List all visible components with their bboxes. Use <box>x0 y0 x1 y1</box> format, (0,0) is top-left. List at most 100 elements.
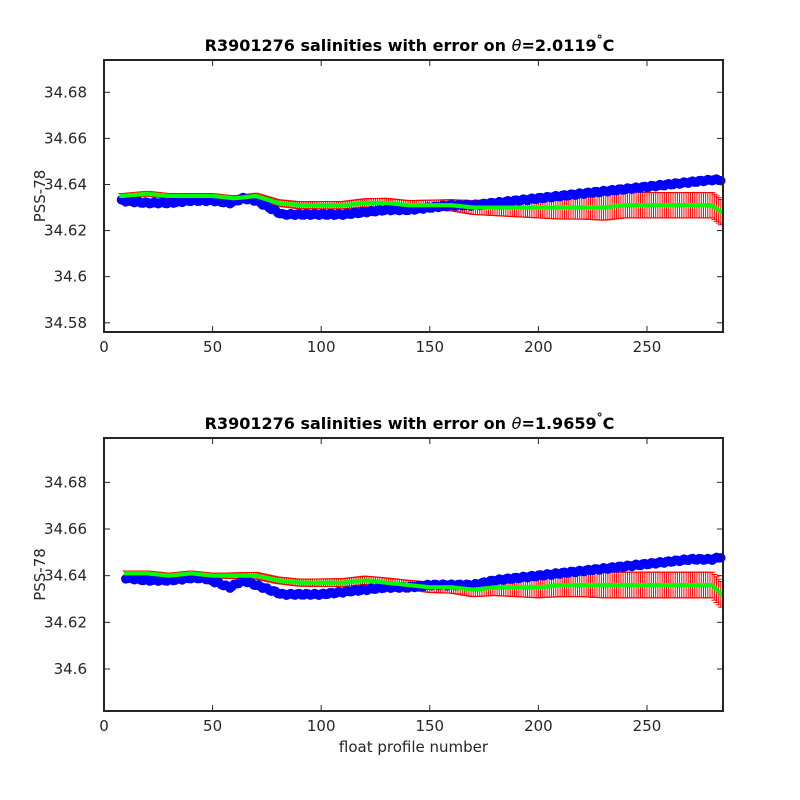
mapped-salinity-point <box>553 583 558 588</box>
mapped-salinity-point <box>395 581 400 586</box>
mapped-salinity-point <box>634 203 639 208</box>
title-unit: C <box>603 414 615 433</box>
mapped-salinity-point <box>503 205 508 210</box>
mapped-salinity-point <box>360 578 365 583</box>
mapped-salinity-point <box>440 203 445 208</box>
mapped-salinity-point <box>366 578 371 583</box>
mapped-salinity-point <box>386 201 391 206</box>
mapped-salinity-point <box>699 203 704 208</box>
mapped-salinity-point <box>677 203 682 208</box>
mapped-salinity-point <box>475 587 480 592</box>
title-text: R3901276 salinities with error on <box>205 414 512 433</box>
mapped-salinity-point <box>184 194 189 198</box>
mapped-salinity-point <box>330 580 335 585</box>
mapped-salinity-point <box>623 203 628 208</box>
mapped-salinity-point <box>269 198 274 203</box>
mapped-salinity-point <box>621 583 626 587</box>
mapped-salinity-point <box>249 573 254 578</box>
mapped-salinity-point <box>451 203 456 208</box>
title-theta-symbol: θ <box>512 36 522 55</box>
mapped-salinity-point <box>293 202 298 207</box>
mapped-salinity-point <box>201 194 206 198</box>
mapped-salinity-point <box>649 203 654 208</box>
mapped-salinity-point <box>440 585 445 590</box>
mapped-salinity-point <box>204 572 209 577</box>
mapped-salinity-point <box>508 205 513 210</box>
mapped-salinity-point <box>130 193 135 198</box>
mapped-salinity-point <box>464 586 469 591</box>
mapped-salinity-point <box>319 580 324 585</box>
mapped-salinity-point <box>458 204 463 209</box>
mapped-salinity-point <box>349 202 354 207</box>
mapped-salinity-point <box>681 583 686 587</box>
mapped-salinity-point <box>527 585 532 590</box>
mapped-salinity-point <box>154 572 159 577</box>
mapped-salinity-point <box>579 583 584 587</box>
mapped-salinity-point <box>340 203 345 208</box>
mapped-salinity-point <box>584 583 589 587</box>
mapped-salinity-point <box>262 196 267 201</box>
mapped-salinity-point <box>571 205 576 210</box>
x-tick-label: 150 <box>415 717 444 735</box>
mapped-salinity-point <box>595 205 600 210</box>
mapped-salinity-point <box>195 194 200 198</box>
mapped-salinity-point <box>542 205 547 210</box>
y-axis-label: PSS-78 <box>31 548 49 601</box>
mapped-salinity-point <box>182 572 187 577</box>
mapped-salinity-point <box>299 580 304 585</box>
mapped-salinity-point <box>199 194 204 198</box>
mapped-salinity-point <box>158 572 163 577</box>
mapped-salinity-point <box>169 194 174 198</box>
mapped-salinity-point <box>247 194 252 199</box>
mapped-salinity-point <box>160 193 165 198</box>
mapped-salinity-point <box>128 571 133 576</box>
mapped-salinity-point <box>501 205 506 210</box>
mapped-salinity-point <box>671 203 676 208</box>
mapped-salinity-point <box>540 205 545 210</box>
mapped-salinity-point <box>562 205 567 210</box>
mapped-salinity-point <box>644 203 649 208</box>
mapped-salinity-point <box>275 578 280 583</box>
mapped-salinity-point <box>536 205 541 210</box>
mapped-salinity-point <box>286 202 291 207</box>
mapped-salinity-point <box>403 582 408 587</box>
mapped-salinity-series <box>119 191 723 215</box>
mapped-salinity-point <box>634 583 639 587</box>
mapped-salinity-point <box>236 195 241 200</box>
mapped-salinity-point <box>534 205 539 210</box>
mapped-salinity-point <box>308 580 313 585</box>
mapped-salinity-point <box>182 194 187 198</box>
mapped-salinity-point <box>193 194 198 198</box>
mapped-salinity-point <box>301 203 306 208</box>
mapped-salinity-point <box>590 583 595 587</box>
mapped-salinity-point <box>134 192 139 197</box>
mapped-salinity-point <box>644 583 649 587</box>
mapped-salinity-point <box>449 585 454 590</box>
axes-box <box>103 437 724 712</box>
mapped-salinity-point <box>488 585 493 590</box>
mapped-salinity-point <box>662 583 667 587</box>
mapped-salinity-point <box>330 203 335 208</box>
mapped-salinity-point <box>164 573 169 578</box>
title-value: =2.0119 <box>521 36 596 55</box>
mapped-salinity-point <box>503 585 508 590</box>
mapped-salinity-point <box>171 573 176 578</box>
mapped-salinity-point <box>173 572 178 577</box>
mapped-salinity-point <box>447 203 452 208</box>
mapped-salinity-point <box>301 580 306 585</box>
mapped-salinity-point <box>384 580 389 585</box>
mapped-salinity-point <box>599 205 604 210</box>
mapped-salinity-point <box>369 200 374 205</box>
mapped-salinity-point <box>438 585 443 590</box>
mapped-salinity-point <box>336 203 341 208</box>
title-text: R3901276 salinities with error on <box>205 36 512 55</box>
mapped-salinity-point <box>358 201 363 206</box>
mapped-salinity-point <box>149 571 154 576</box>
mapped-salinity-point <box>549 205 554 210</box>
mapped-salinity-point <box>208 194 213 198</box>
mapped-salinity-point <box>219 194 224 199</box>
x-tick-label: 0 <box>99 338 109 356</box>
mapped-salinity-point <box>538 585 543 590</box>
mapped-salinity-point <box>243 195 248 200</box>
